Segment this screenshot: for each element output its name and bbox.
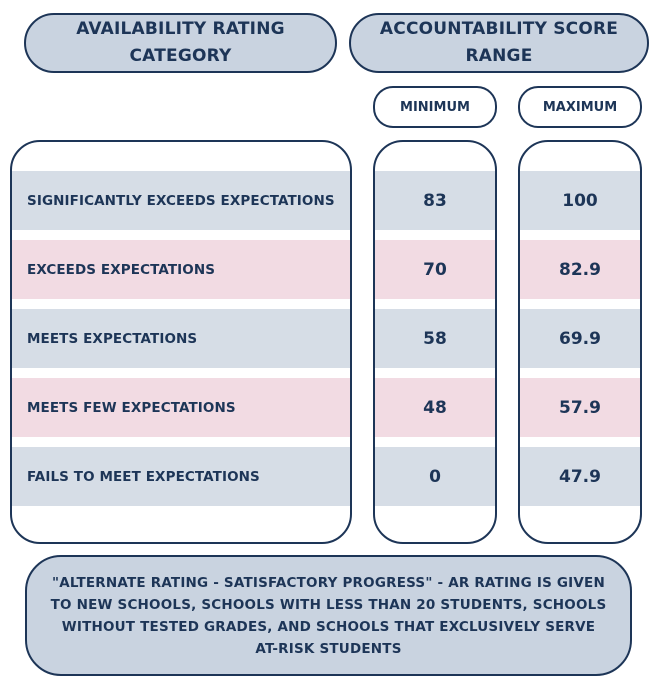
maximum-row: 82.9	[520, 240, 640, 299]
maximum-value: 100	[562, 190, 598, 211]
category-label: SIGNIFICANTLY EXCEEDS EXPECTATIONS	[27, 192, 335, 209]
category-label: MEETS FEW EXPECTATIONS	[27, 399, 236, 416]
maximum-value: 82.9	[559, 259, 601, 280]
maximum-value: 69.9	[559, 328, 601, 349]
rating-category-header: AVAILABILITY RATING CATEGORY	[24, 13, 337, 73]
category-label: EXCEEDS EXPECTATIONS	[27, 261, 216, 278]
maximum-column: 100 82.9 69.9 57.9 47.9	[518, 140, 642, 544]
minimum-column: 83 70 58 48 0	[373, 140, 497, 544]
maximum-value: 47.9	[559, 466, 601, 487]
score-range-header: ACCOUNTABILITY SCORE RANGE	[349, 13, 649, 73]
minimum-value: 0	[429, 466, 441, 487]
minimum-row: 48	[375, 378, 495, 437]
category-column: SIGNIFICANTLY EXCEEDS EXPECTATIONS EXCEE…	[10, 140, 352, 544]
minimum-value: 70	[423, 259, 447, 280]
maximum-label: MAXIMUM	[542, 99, 618, 115]
alternate-rating-note-text: "ALTERNATE RATING - SATISFACTORY PROGRES…	[50, 574, 607, 657]
category-row: EXCEEDS EXPECTATIONS	[12, 240, 350, 299]
maximum-header: MAXIMUM	[518, 86, 642, 128]
rating-category-title: AVAILABILITY RATING CATEGORY	[76, 19, 285, 66]
maximum-row: 47.9	[520, 447, 640, 506]
minimum-label: MINIMUM	[400, 99, 470, 115]
category-label: FAILS TO MEET EXPECTATIONS	[27, 468, 260, 485]
maximum-value: 57.9	[559, 397, 601, 418]
category-row: FAILS TO MEET EXPECTATIONS	[12, 447, 350, 506]
alternate-rating-note: "ALTERNATE RATING - SATISFACTORY PROGRES…	[25, 555, 632, 676]
minimum-row: 83	[375, 171, 495, 230]
maximum-row: 69.9	[520, 309, 640, 368]
minimum-row: 70	[375, 240, 495, 299]
minimum-row: 58	[375, 309, 495, 368]
category-row: MEETS EXPECTATIONS	[12, 309, 350, 368]
category-row: MEETS FEW EXPECTATIONS	[12, 378, 350, 437]
minimum-value: 58	[423, 328, 447, 349]
minimum-value: 83	[423, 190, 447, 211]
category-label: MEETS EXPECTATIONS	[27, 330, 198, 347]
maximum-row: 57.9	[520, 378, 640, 437]
maximum-row: 100	[520, 171, 640, 230]
minimum-header: MINIMUM	[373, 86, 497, 128]
minimum-row: 0	[375, 447, 495, 506]
score-range-title: ACCOUNTABILITY SCORE RANGE	[379, 19, 619, 66]
minimum-value: 48	[423, 397, 447, 418]
category-row: SIGNIFICANTLY EXCEEDS EXPECTATIONS	[12, 171, 350, 230]
